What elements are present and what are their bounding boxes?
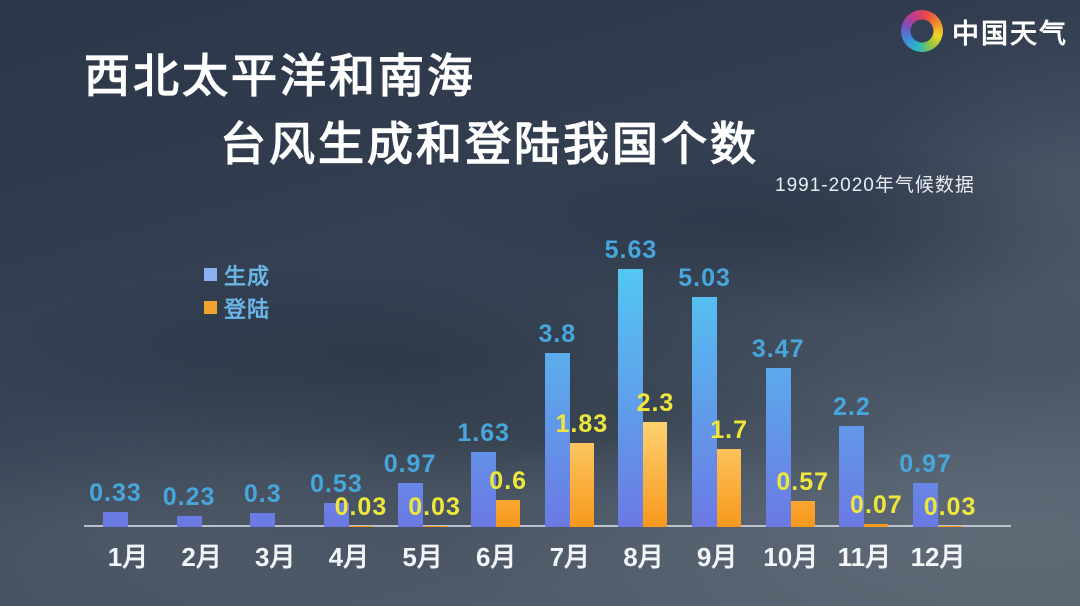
- value-label-generated: 3.8: [538, 319, 577, 348]
- value-label-generated: 0.97: [899, 449, 952, 478]
- value-label-landfall: 0.57: [776, 467, 830, 496]
- value-label-generated: 5.03: [678, 263, 731, 292]
- china-weather-logo: 中国天气: [896, 5, 1068, 57]
- bar-generated: [250, 513, 276, 527]
- bar-generated: [839, 426, 865, 527]
- month-label: 12月: [910, 542, 966, 572]
- bar-generated: [176, 516, 202, 527]
- value-label-landfall: 0.6: [489, 466, 528, 495]
- bar-landfall: [569, 443, 594, 527]
- bar-generated: [397, 482, 423, 527]
- value-label-landfall: 1.83: [555, 410, 609, 439]
- value-label-generated: 5.63: [604, 236, 658, 265]
- bar-landfall: [643, 421, 668, 527]
- bar-landfall: [422, 525, 447, 527]
- month-label: 7月: [549, 542, 591, 572]
- bar-landfall: [864, 523, 889, 527]
- month-label: 4月: [328, 542, 370, 572]
- bar-generated: [692, 296, 718, 527]
- bar-generated: [103, 511, 128, 527]
- bar-chart-plot-area: 0.33 1月 0.23 2月 0.3 3月 0.53 0.03 4月 0.97 0.03 5月 1.6…: [84, 236, 1011, 572]
- month-label: 8月: [623, 542, 664, 572]
- page-title-line2: 台风生成和登陆我国个数: [220, 118, 759, 170]
- value-label-generated: 0.33: [89, 478, 142, 507]
- bar-landfall: [717, 449, 742, 527]
- month-label: 9月: [696, 542, 738, 572]
- page-title-line1: 西北太平洋和南海: [84, 50, 476, 102]
- legend-marker-generated: [204, 268, 217, 281]
- value-label-generated: 0.53: [310, 469, 363, 498]
- bar-generated: [765, 368, 791, 527]
- bar-generated: [618, 269, 644, 527]
- month-label: 3月: [255, 542, 296, 572]
- value-label-generated: 0.3: [243, 480, 282, 509]
- value-label-landfall: 0.03: [923, 492, 977, 521]
- value-label-generated: 0.23: [162, 483, 216, 512]
- legend-item-generated: 生成: [204, 258, 270, 291]
- value-label-generated: 3.47: [751, 335, 805, 364]
- bar-landfall: [496, 499, 521, 527]
- bar-generated: [913, 482, 939, 527]
- bar-landfall: [348, 525, 373, 527]
- value-label-landfall: 0.03: [334, 492, 388, 521]
- value-label-landfall: 2.3: [636, 388, 675, 417]
- legend-marker-landfall: [204, 301, 217, 314]
- value-label-generated: 2.2: [833, 393, 871, 422]
- legend-label-landfall: 登陆: [224, 296, 271, 322]
- month-label: 5月: [402, 542, 443, 572]
- legend-item-landfall: 登陆: [204, 291, 270, 324]
- bar-generated: [323, 502, 349, 527]
- month-label: 1月: [107, 542, 149, 572]
- month-label: 6月: [475, 542, 517, 572]
- bar-generated: [471, 452, 497, 527]
- chart-legend: 生成 登陆: [204, 258, 270, 324]
- value-label-generated: 0.97: [383, 449, 437, 478]
- value-label-landfall: 0.03: [408, 492, 461, 521]
- value-label-landfall: 0.07: [850, 490, 903, 519]
- bar-landfall: [790, 500, 815, 527]
- subtitle-data-period: 1991-2020年气候数据: [775, 175, 975, 196]
- legend-label-generated: 生成: [224, 263, 271, 289]
- bar-landfall: [938, 525, 963, 527]
- value-label-generated: 1.63: [457, 419, 511, 448]
- month-label: 2月: [181, 542, 222, 572]
- value-label-landfall: 1.7: [710, 416, 748, 445]
- logo-text: 中国天气: [952, 18, 1068, 49]
- month-label: 11月: [837, 542, 892, 572]
- bar-generated: [544, 352, 570, 527]
- month-label: 10月: [763, 542, 819, 572]
